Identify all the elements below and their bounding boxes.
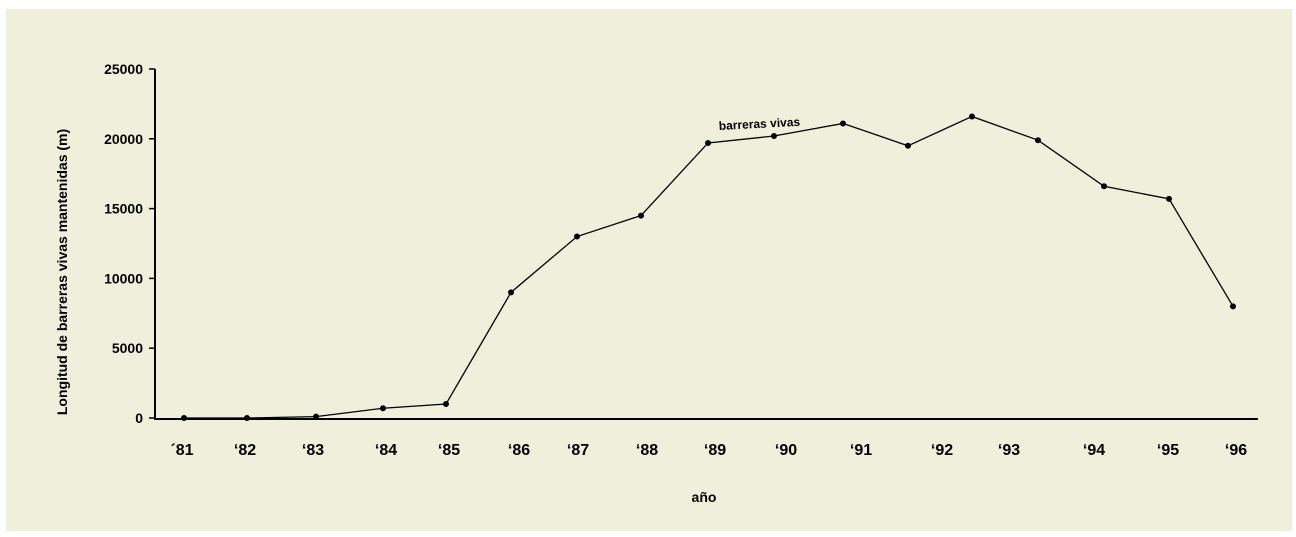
data-point xyxy=(905,142,911,149)
x-tick-label: ‘83 xyxy=(302,442,324,459)
data-point xyxy=(443,401,449,408)
y-tick-label: 0 xyxy=(135,410,143,426)
y-tick-label: 15000 xyxy=(104,201,143,217)
data-point xyxy=(181,415,187,421)
data-point xyxy=(638,212,644,219)
x-tick-label: ‘93 xyxy=(998,442,1020,459)
data-point xyxy=(1230,303,1236,310)
x-tick-label: ‘82 xyxy=(234,442,256,459)
y-tick-label: 20000 xyxy=(104,131,143,147)
x-tick-label: ‘88 xyxy=(636,442,658,459)
x-axis-title: año xyxy=(692,489,717,505)
x-tick-label: ‘87 xyxy=(567,442,589,459)
x-tick-label: ‘91 xyxy=(850,442,872,459)
data-point xyxy=(969,113,975,120)
data-point xyxy=(840,120,846,127)
y-axis-ticks: 0 5000 10000 15000 20000 25000 xyxy=(104,61,155,426)
x-tick-label: ´81 xyxy=(170,442,193,459)
x-tick-label: ‘94 xyxy=(1083,442,1105,459)
x-tick-label: ‘84 xyxy=(375,442,397,459)
data-point xyxy=(244,415,250,421)
x-tick-label: ‘85 xyxy=(438,442,460,459)
y-tick-label: 25000 xyxy=(104,61,143,77)
series-label: barreras vivas xyxy=(718,115,800,133)
series-line xyxy=(184,115,1234,419)
axes xyxy=(154,69,1258,420)
x-tick-label: ‘89 xyxy=(704,442,726,459)
x-tick-label: ‘92 xyxy=(931,442,953,459)
data-point xyxy=(508,289,514,296)
data-point xyxy=(1035,137,1041,144)
chart-panel xyxy=(6,9,1292,531)
data-point xyxy=(313,413,319,420)
x-tick-label: ‘86 xyxy=(508,442,530,459)
y-axis-title: Longitud de barreras vivas mantenidas (m… xyxy=(54,129,70,415)
y-tick-label: 10000 xyxy=(104,270,143,286)
data-point xyxy=(380,405,386,412)
y-tick-label: 5000 xyxy=(112,340,143,356)
data-point xyxy=(705,139,711,146)
axis-titles: Longitud de barreras vivas mantenidas (m… xyxy=(54,129,716,505)
series-barreras-vivas: barreras vivas xyxy=(181,113,1236,421)
data-point xyxy=(574,233,580,240)
x-tick-label: ‘95 xyxy=(1157,442,1179,459)
data-point xyxy=(1101,183,1107,190)
x-axis-labels: ´81 ‘82 ‘83 ‘84 ‘85 ‘86 ‘87 ‘88 ‘89 ‘90 ‘91 ‘92 ‘93 ‘… xyxy=(170,442,1247,459)
data-point xyxy=(771,133,777,140)
data-point xyxy=(1166,195,1172,202)
x-tick-label: ‘90 xyxy=(775,442,797,459)
x-tick-label: ‘96 xyxy=(1225,442,1247,459)
